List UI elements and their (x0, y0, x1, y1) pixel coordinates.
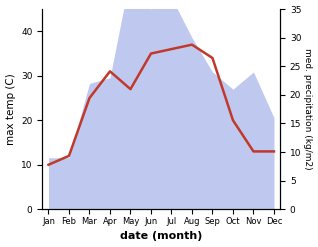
Y-axis label: max temp (C): max temp (C) (5, 73, 16, 145)
Y-axis label: med. precipitation (kg/m2): med. precipitation (kg/m2) (303, 48, 313, 170)
X-axis label: date (month): date (month) (120, 231, 203, 242)
